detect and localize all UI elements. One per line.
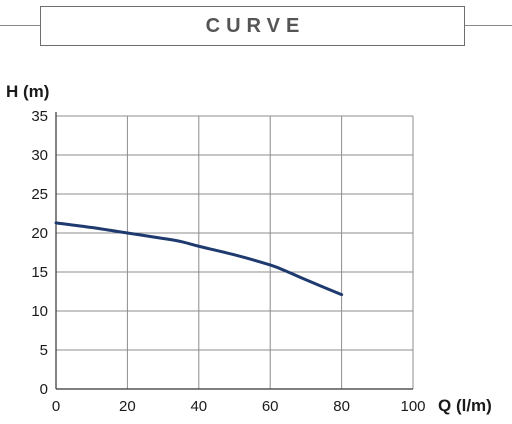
y-tick-label: 25 bbox=[31, 186, 48, 203]
x-tick-label: 0 bbox=[52, 398, 60, 415]
x-tick-label: 20 bbox=[119, 398, 136, 415]
y-axis-label: H (m) bbox=[6, 82, 49, 101]
series bbox=[54, 221, 344, 297]
series-line bbox=[54, 221, 344, 297]
grid bbox=[55, 112, 414, 390]
x-tick-label: 100 bbox=[400, 398, 425, 415]
page-title: CURVE bbox=[205, 14, 306, 37]
y-tick-label: 35 bbox=[31, 108, 48, 125]
y-tick-label: 5 bbox=[40, 342, 48, 359]
y-tick-label: 10 bbox=[31, 303, 48, 320]
x-tick-label: 80 bbox=[333, 398, 350, 415]
x-tick-label: 40 bbox=[190, 398, 207, 415]
y-tick-label: 15 bbox=[31, 264, 48, 281]
x-tick-label: 60 bbox=[262, 398, 279, 415]
x-axis-label: Q (l/m) bbox=[438, 396, 492, 415]
tick-labels: 0 20 40 60 80 100 0 5 10 15 20 25 30 35 bbox=[31, 108, 425, 415]
y-tick-label: 20 bbox=[31, 225, 48, 242]
y-tick-label: 0 bbox=[40, 381, 48, 398]
y-tick-label: 30 bbox=[31, 147, 48, 164]
title-box: CURVE bbox=[40, 6, 465, 46]
